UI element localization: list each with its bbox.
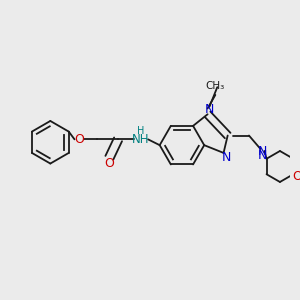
Text: O: O: [74, 133, 84, 146]
Text: O: O: [292, 170, 300, 183]
Text: NH: NH: [132, 133, 149, 146]
Text: N: N: [222, 151, 231, 164]
Text: H: H: [136, 126, 144, 136]
Text: N: N: [205, 103, 214, 116]
Text: N: N: [258, 145, 267, 158]
Text: N: N: [258, 149, 267, 162]
Text: CH₃: CH₃: [206, 81, 225, 91]
Text: O: O: [104, 157, 114, 170]
